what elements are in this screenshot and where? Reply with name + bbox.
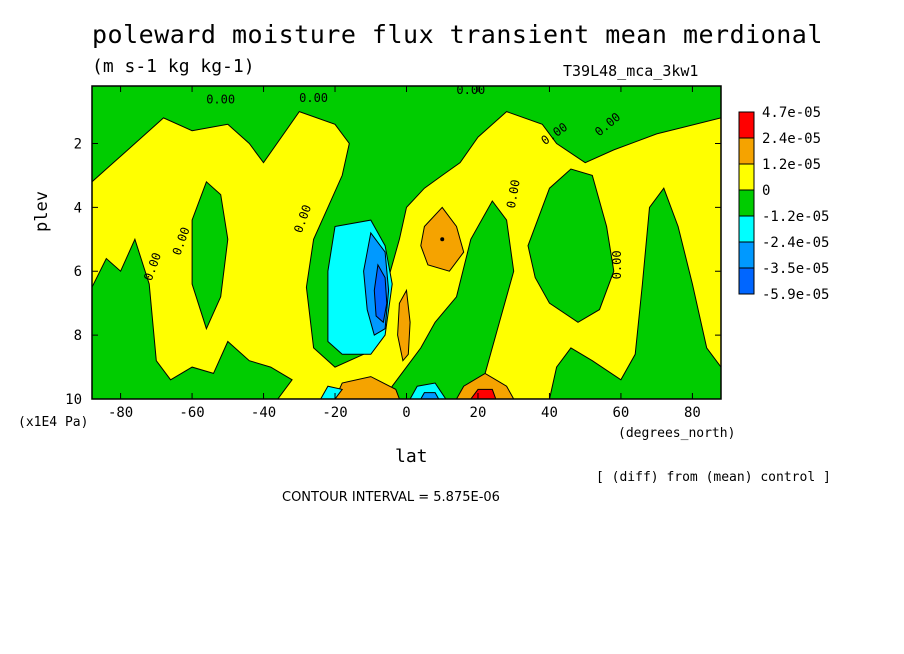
x-tick-label: -80 (108, 405, 133, 421)
x-axis-label: lat (395, 446, 428, 467)
colorbar-label: -5.9e-05 (762, 287, 829, 303)
colorbar-swatch (738, 189, 755, 217)
diff-note: [ (diff) from (mean) control ] (596, 470, 831, 485)
contour-label-2: 0.00 (456, 83, 485, 97)
lightblue-region-surface (420, 392, 440, 399)
x-tick-label: 60 (613, 405, 630, 421)
orange-region-surface-east (455, 372, 515, 399)
contour-interval: CONTOUR INTERVAL = 5.875E-06 (282, 490, 500, 505)
green-region-east (527, 168, 615, 323)
y-tick-label: 8 (74, 328, 82, 344)
colorbar-swatch (738, 267, 755, 295)
contour-label-6: 0.00 (504, 178, 523, 209)
x-tick-label: -40 (251, 405, 276, 421)
green-region-lower-right (548, 187, 721, 399)
colorbar-swatch (738, 163, 755, 191)
y-tick-label: 2 (74, 136, 82, 152)
x-tick-label: 40 (541, 405, 558, 421)
x-tick-label: -20 (322, 405, 347, 421)
contour-label-0: 0.00 (206, 93, 235, 107)
chart-title: poleward moisture flux transient mean me… (92, 20, 823, 49)
green-region-lower-left (92, 237, 293, 399)
colorbar-label: -1.2e-05 (762, 209, 829, 225)
y-tick-label: 10 (65, 392, 82, 408)
colorbar-swatch (738, 215, 755, 243)
orange-region-narrow (397, 288, 411, 362)
contour-label-9: 0.00 (610, 250, 624, 279)
green-region-upper (92, 86, 721, 368)
colorbar-label: 4.7e-05 (762, 105, 821, 121)
x-tick-label: 20 (470, 405, 487, 421)
blue-core (373, 263, 388, 324)
run-name: T39L48_mca_3kw1 (563, 62, 699, 80)
contour-fields: 0.00 0.000.000.000.000.000.000.000.000.00 (92, 83, 721, 399)
colorbar-label: -2.4e-05 (762, 235, 829, 251)
green-region-west (191, 180, 229, 331)
colorbar-label: -3.5e-05 (762, 261, 829, 277)
chart-units: (m s-1 kg kg-1) (92, 56, 255, 77)
y-tick-label: 4 (74, 200, 82, 216)
maximum-marker (440, 237, 445, 242)
cyan-region-surface-west (320, 385, 344, 399)
orange-region-surface-west (334, 376, 400, 399)
x-tick-label: 80 (684, 405, 701, 421)
red-region-surface (470, 388, 497, 399)
y-axis-units: (x1E4 Pa) (18, 415, 89, 430)
x-tick-label: -60 (179, 405, 204, 421)
colorbar-swatch (738, 111, 755, 139)
colorbar-swatch (738, 137, 755, 165)
x-axis-units: (degrees_north) (618, 426, 736, 441)
x-tick-label: 0 (402, 405, 410, 421)
green-region-center-low (384, 200, 515, 399)
colorbar-swatch (738, 241, 755, 269)
colorbar-label: 1.2e-05 (762, 157, 821, 173)
colorbar-label: 0 (762, 183, 770, 199)
contour-label-1: 0.00 (299, 91, 328, 105)
y-tick-label: 6 (74, 264, 82, 280)
colorbar-label: 2.4e-05 (762, 131, 821, 147)
